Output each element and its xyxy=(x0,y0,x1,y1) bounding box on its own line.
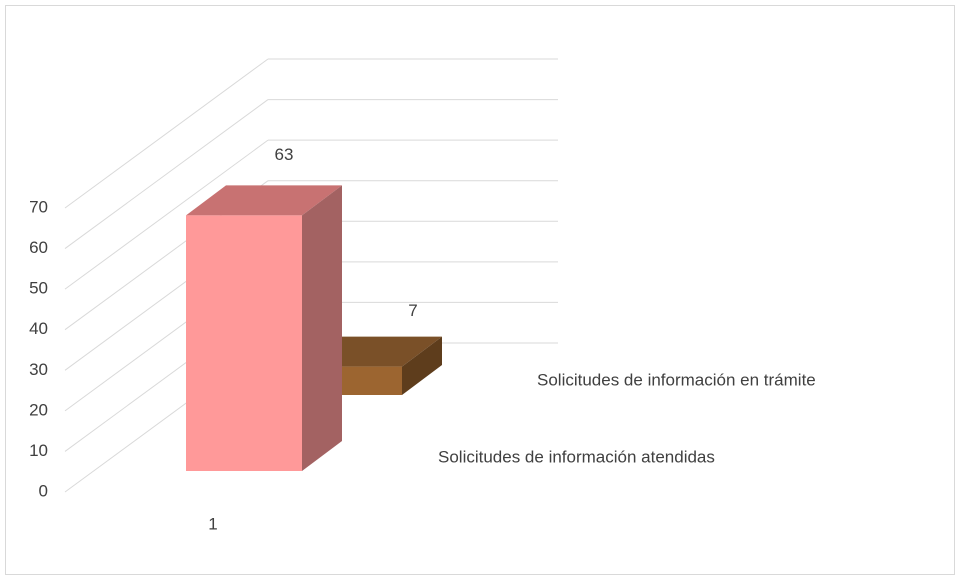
y-tick-label: 40 xyxy=(29,319,48,338)
x-tick-label: 1 xyxy=(208,514,217,533)
bar-side xyxy=(302,185,342,471)
chart-border xyxy=(5,5,955,575)
grid-line xyxy=(64,58,269,209)
y-tick-label: 70 xyxy=(29,197,48,216)
y-tick-label: 50 xyxy=(29,279,48,298)
y-tick-label: 0 xyxy=(39,481,48,500)
bar-top xyxy=(186,185,342,216)
series-label: Solicitudes de información atendidas xyxy=(438,447,715,466)
y-tick-label: 20 xyxy=(29,400,48,419)
data-label: 7 xyxy=(408,301,417,320)
grid-line xyxy=(64,139,269,290)
data-label: 63 xyxy=(275,145,294,164)
series-label: Solicitudes de información en trámite xyxy=(537,370,816,389)
bar-side xyxy=(402,336,442,395)
y-tick-label: 60 xyxy=(29,238,48,257)
y-tick-label: 30 xyxy=(29,360,48,379)
grid-line xyxy=(64,99,269,249)
bar xyxy=(186,215,302,471)
y-tick-label: 10 xyxy=(29,441,48,460)
